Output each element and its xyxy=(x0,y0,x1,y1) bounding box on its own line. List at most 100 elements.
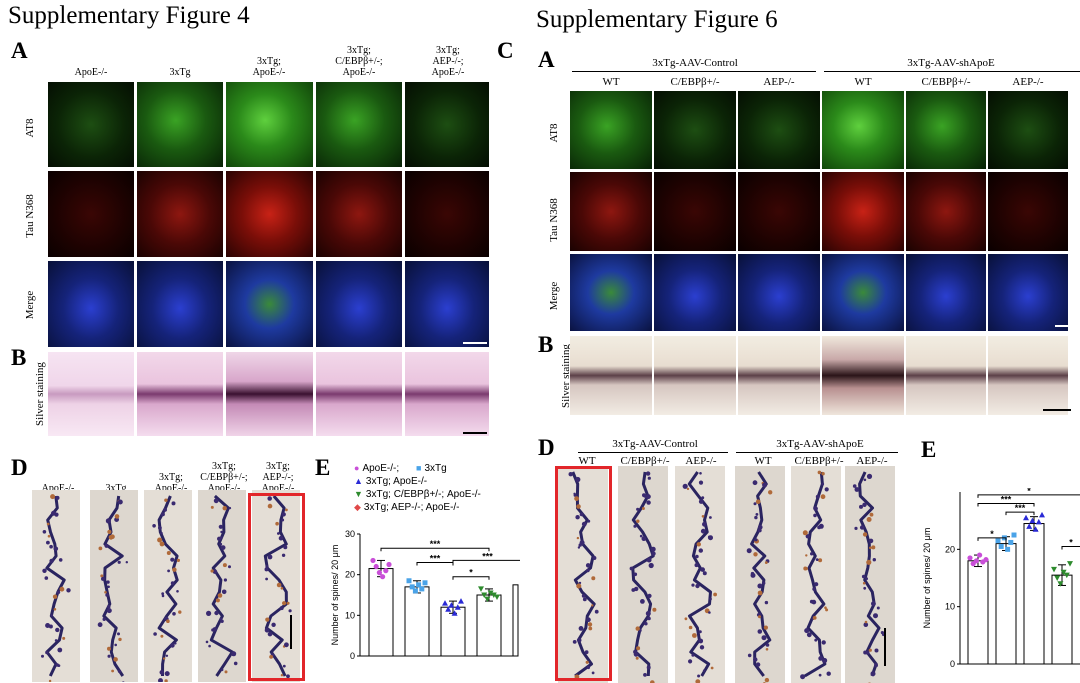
dendrite-spine xyxy=(210,505,214,509)
fig6-chart-data-point xyxy=(1026,523,1033,529)
dendrite-spine xyxy=(50,614,53,617)
fig4-chart-significance-bracket xyxy=(452,559,520,564)
dendrite-spine xyxy=(57,647,63,653)
dendrite-spine xyxy=(267,631,273,637)
fig6-at8-tile xyxy=(988,91,1068,169)
dendrite-spine xyxy=(161,592,165,596)
fig6-silver-tile xyxy=(654,336,736,415)
dendrite-spine xyxy=(56,590,61,594)
dendrite-spine xyxy=(284,642,289,648)
fig6-silver-tile xyxy=(822,336,904,415)
fig6-chart-significance-bracket xyxy=(977,537,1007,541)
dendrite-spine xyxy=(863,478,867,482)
dendrite-spine xyxy=(684,617,688,621)
fig6-chart-data-point xyxy=(1051,566,1057,573)
fig4-chart-bar xyxy=(368,568,394,657)
fig4-tau-tile xyxy=(316,171,402,257)
dendrite-spine xyxy=(701,515,705,518)
fig6-chart-data-point xyxy=(1067,561,1073,567)
dendrite-tile xyxy=(618,466,668,683)
dendrite-spine xyxy=(709,597,712,601)
fig4-chart-y-tick-label: 20 xyxy=(345,570,355,580)
dendrite-spine xyxy=(859,525,865,530)
dendrite-spine xyxy=(122,681,125,682)
fig6-dendrite-scale-bar xyxy=(884,628,886,666)
dendrite-spine xyxy=(217,593,223,598)
dendrite-spine xyxy=(105,518,111,524)
fig6-chart-data-point xyxy=(1057,581,1064,587)
fig4-merge-scale-bar xyxy=(463,342,487,344)
dendrite-spine xyxy=(218,524,223,529)
dendrite-spine xyxy=(818,558,823,563)
dendrite-spine xyxy=(281,518,285,522)
dendrite-spine xyxy=(863,622,869,627)
dendrite-spine xyxy=(213,498,219,504)
dendrite-spine xyxy=(101,576,105,581)
dendrite-spine xyxy=(166,551,171,555)
fig4-chart-data-point xyxy=(370,557,376,564)
fig4-chart-data-point xyxy=(412,588,418,594)
dendrite-spine xyxy=(55,627,60,633)
fig6-chart-data-point xyxy=(1011,532,1017,538)
dendrite-spine xyxy=(882,633,885,637)
dendrite-spine xyxy=(698,548,703,553)
dendrite-spine xyxy=(869,512,874,517)
dendrite-spine xyxy=(758,525,763,530)
dendrite-spine xyxy=(104,543,109,548)
dendrite-spine xyxy=(55,495,60,500)
dendrite-spine xyxy=(49,544,53,549)
fig6-panel-c-letter: C xyxy=(497,38,514,63)
dendrite-spine xyxy=(159,670,165,675)
dendrite-spine xyxy=(220,545,226,550)
dendrite-spine xyxy=(701,496,705,500)
dendrite-spine xyxy=(636,507,640,511)
dendrite-spine xyxy=(754,515,758,520)
dendrite-shaft xyxy=(45,495,66,677)
fig4-column-label: ApoE-/- xyxy=(74,67,108,78)
dendrite-spine xyxy=(686,487,690,491)
dendrite-spine xyxy=(708,611,711,614)
dendrite-spine xyxy=(54,639,58,642)
dendrite-spine xyxy=(592,556,597,560)
dendrite-spine xyxy=(217,536,222,541)
fig6-merge-scale-bar xyxy=(1055,325,1069,327)
fig4-row-label-silver: Silver staining xyxy=(34,362,46,426)
dendrite-spine xyxy=(863,586,867,590)
dendrite-spine xyxy=(698,499,704,504)
dendrite-spine xyxy=(228,506,232,510)
fig4-chart-data-point xyxy=(406,578,412,584)
legend-marker-icon: ▼ xyxy=(354,489,363,499)
dendrite-spine xyxy=(267,554,273,560)
dendrite-spine xyxy=(591,604,594,607)
fig4-column-label: 3xTg; ApoE-/- xyxy=(252,56,286,78)
fig6-merge-tile xyxy=(822,254,904,331)
dendrite-spine xyxy=(757,629,763,634)
dendrite-spine xyxy=(633,524,637,528)
dendrite-spine xyxy=(804,628,810,634)
dendrite-spine xyxy=(107,529,112,534)
dendrite-spine xyxy=(591,671,595,675)
dendrite-spine xyxy=(691,583,695,587)
dendrite-spine xyxy=(222,563,227,568)
fig6-row-label-taun368: Tau N368 xyxy=(548,198,560,242)
dendrite-spine xyxy=(629,566,634,571)
fig6-title: Supplementary Figure 6 xyxy=(536,6,778,33)
dendrite-spine xyxy=(862,581,866,585)
fig6-chart-y-axis-label: Number of spines/ 20 μm xyxy=(922,528,932,629)
legend-marker-icon: ▲ xyxy=(354,476,363,486)
dendrite-spine xyxy=(278,535,284,541)
fig4-silver-tile xyxy=(137,352,223,436)
fig6-at8-tile xyxy=(654,91,736,169)
fig6-chart-significance-bracket xyxy=(1061,545,1080,550)
fig6-merge-tile xyxy=(906,254,986,331)
dendrite-spine xyxy=(111,669,114,673)
fig4-legend-item: ▼ 3xTg; C/EBPβ+/-; ApoE-/- xyxy=(354,489,481,500)
dendrite-spine xyxy=(757,590,763,596)
dendrite-spine xyxy=(694,563,699,568)
dendrite-spine xyxy=(158,678,163,682)
dendrite-spine xyxy=(746,548,752,554)
dendrite-shaft xyxy=(631,471,655,677)
fig6-column-label: AEP-/- xyxy=(1012,76,1044,88)
dendrite-spine xyxy=(869,546,872,550)
